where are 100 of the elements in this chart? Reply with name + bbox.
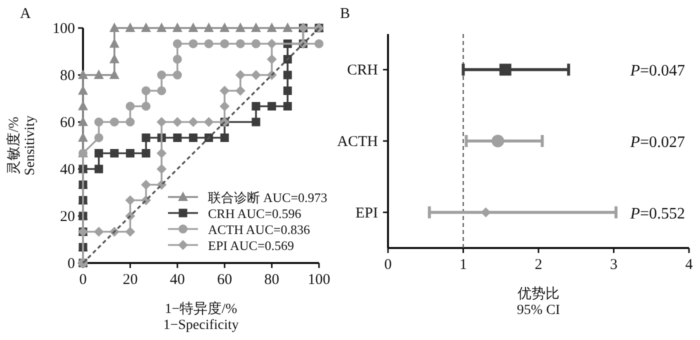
point xyxy=(266,54,277,64)
x-tick-label: 1 xyxy=(460,257,467,273)
point xyxy=(141,180,152,190)
point xyxy=(110,118,119,126)
point xyxy=(78,132,88,142)
legend-label: 联合诊断 AUC=0.973 xyxy=(208,190,328,205)
point xyxy=(94,118,104,126)
point xyxy=(252,118,260,126)
point xyxy=(282,22,293,32)
point xyxy=(236,39,245,48)
point xyxy=(126,118,135,126)
point xyxy=(172,54,182,64)
y-tick-label: CRH xyxy=(347,62,378,79)
chart-title: A xyxy=(20,6,31,22)
point xyxy=(172,117,182,127)
point xyxy=(125,195,136,206)
point xyxy=(109,22,120,32)
point xyxy=(235,86,246,96)
point xyxy=(235,70,246,80)
x-tick-label: 2 xyxy=(534,257,542,273)
x-tick-label: 0 xyxy=(384,257,392,273)
point xyxy=(172,70,182,80)
point xyxy=(220,39,230,48)
point xyxy=(204,22,214,32)
y-tick-label: 60 xyxy=(60,115,75,131)
point xyxy=(142,86,151,96)
point xyxy=(188,117,198,127)
point xyxy=(250,70,261,80)
point xyxy=(109,70,120,79)
point xyxy=(188,133,198,142)
point xyxy=(220,22,230,32)
y-tick-label: EPI xyxy=(356,205,378,222)
point xyxy=(251,39,260,48)
point xyxy=(94,70,104,79)
point xyxy=(314,39,324,48)
x-tick-label: 60 xyxy=(217,272,232,288)
point xyxy=(266,22,277,32)
point xyxy=(220,101,230,112)
point xyxy=(250,22,261,32)
chart-title: B xyxy=(340,6,350,22)
point xyxy=(283,102,292,111)
point xyxy=(126,149,134,158)
y-tick-label: ACTH xyxy=(337,134,378,150)
x-tick-label: 80 xyxy=(264,272,280,288)
point xyxy=(109,54,120,64)
point xyxy=(204,117,214,127)
point xyxy=(78,85,88,95)
point xyxy=(94,226,104,237)
legend-label: ACTH AUC=0.836 xyxy=(208,222,310,237)
point xyxy=(156,148,167,158)
y-tick-label: 80 xyxy=(60,68,75,84)
legend-label: EPI AUC=0.569 xyxy=(208,238,294,253)
x-tick-label: 20 xyxy=(122,272,138,288)
point xyxy=(78,116,88,126)
point xyxy=(125,22,136,32)
point xyxy=(157,70,166,80)
y-axis-title: 灵敏度/% Sensitivity xyxy=(6,116,38,176)
point xyxy=(142,149,150,158)
point xyxy=(172,22,182,32)
point xyxy=(141,22,152,32)
point xyxy=(94,149,104,158)
x-tick-label: 100 xyxy=(308,272,330,288)
point xyxy=(220,86,230,96)
y-tick-label: 40 xyxy=(60,162,75,178)
point xyxy=(172,39,182,48)
point xyxy=(156,117,167,127)
point xyxy=(156,164,167,174)
point xyxy=(188,39,198,48)
x-axis-title: 优势比 95% CI xyxy=(516,286,560,318)
x-tick-label: 3 xyxy=(610,257,618,273)
point xyxy=(157,86,166,96)
point xyxy=(283,86,292,95)
point xyxy=(204,39,214,48)
point xyxy=(235,22,246,32)
text: P=0.027 xyxy=(630,134,685,151)
point xyxy=(109,38,120,48)
point xyxy=(266,38,277,49)
legend-label: CRH AUC=0.596 xyxy=(208,206,302,221)
y-tick-label: 20 xyxy=(60,209,75,225)
x-tick-label: 4 xyxy=(685,257,694,273)
point xyxy=(188,22,198,32)
point xyxy=(283,70,292,80)
point xyxy=(220,133,229,142)
point xyxy=(94,133,104,142)
x-tick-label: 40 xyxy=(170,272,185,288)
point xyxy=(156,22,167,32)
point xyxy=(142,133,150,142)
point xyxy=(268,102,276,111)
point xyxy=(78,100,88,110)
x-axis-title: 1−特异度/% 1−Specificity xyxy=(163,301,239,333)
point xyxy=(252,102,260,111)
point xyxy=(94,164,104,174)
point xyxy=(125,226,136,237)
y-tick-label: 100 xyxy=(52,21,75,37)
point xyxy=(142,102,151,111)
point xyxy=(78,70,88,79)
text: P=0.552 xyxy=(630,205,685,222)
point xyxy=(126,102,135,111)
point xyxy=(173,133,182,142)
x-tick-label: 0 xyxy=(79,272,87,288)
